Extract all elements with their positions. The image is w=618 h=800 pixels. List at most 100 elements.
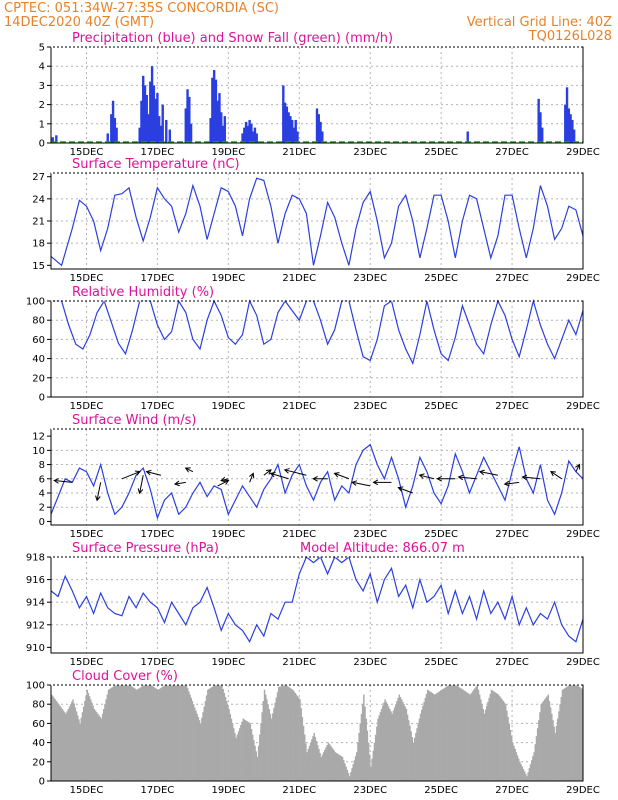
wind-x-tick-label: 21DEC [282, 529, 316, 540]
cloud-bar [399, 697, 402, 781]
cloud-bar [424, 697, 427, 781]
cloud-bar [103, 709, 105, 781]
cloud-bar [306, 752, 308, 781]
cloud-bar [410, 731, 412, 781]
precip-bar [564, 104, 567, 143]
cloud-bar [287, 686, 289, 781]
humidity-y-tick-label: 80 [32, 316, 45, 327]
precip-bar [157, 116, 161, 143]
cloud-bar [97, 713, 99, 781]
cloud-bar [387, 706, 390, 781]
cloud-bar [204, 701, 207, 781]
cloud-bar [540, 704, 542, 781]
cloud-bar [235, 737, 237, 781]
precip-bar [290, 119, 294, 143]
cloud-bar [87, 693, 90, 781]
cloud-bar [285, 685, 287, 781]
cloud-bar [233, 728, 235, 781]
cloud-bar [351, 768, 353, 781]
cloud-bar [548, 701, 551, 781]
cloud-bar [495, 693, 497, 781]
wind-arrow-head [173, 480, 180, 487]
cloud-bar [116, 685, 118, 781]
cloud-bar [487, 701, 489, 781]
cloud-bar [445, 686, 448, 781]
cloud-bar [429, 691, 431, 781]
precip-bar [106, 133, 109, 143]
cloud-bar [53, 697, 55, 781]
header-location: CPTEC: 051:34W-27:35S CONCORDIA (SC) [4, 1, 279, 16]
cloud-bar [144, 685, 146, 781]
cloud-bar [134, 689, 137, 781]
cloud-bar [551, 713, 553, 781]
pressure-x-tick-label: 17DEC [141, 657, 175, 668]
wind-arrow [458, 476, 477, 480]
cloud-bar [574, 685, 577, 781]
cloud-bar [413, 737, 416, 781]
precip-panel: 15DEC 17DEC 19DEC 21DEC 23DEC 25DEC 27DEC 29DEC… [39, 43, 600, 159]
wind-y-tick-label: 12 [32, 432, 45, 443]
cloud-bar [372, 750, 375, 781]
cloud-bar [309, 742, 312, 781]
precip-bar [571, 119, 574, 143]
precip-bar [142, 75, 145, 143]
cloud-bar [254, 745, 256, 781]
cloud-bar [347, 773, 350, 781]
cloud-bar [475, 686, 477, 781]
wind-arrow-head [351, 480, 358, 486]
cloud-bar [417, 723, 419, 781]
wind-arrow-head [134, 470, 141, 476]
wind-arrow-head [269, 471, 276, 478]
precip-y-tick-label: 3 [39, 81, 45, 92]
cloud-bar [408, 720, 410, 781]
cloud-bar [326, 745, 328, 781]
cloud-bar [173, 685, 176, 781]
cloud-bar [559, 704, 561, 781]
cloud-bar [438, 691, 441, 781]
wind-arrow [263, 469, 272, 476]
precip-bar [296, 131, 299, 143]
cloud-bar [327, 742, 330, 781]
cloud-y-tick-label: 0 [39, 777, 45, 788]
cloud-bar [147, 685, 150, 781]
cloud-bar [517, 758, 520, 781]
cloud-bar [436, 693, 438, 781]
precip-y-tick-label: 2 [39, 100, 45, 111]
wind-arrow-head [436, 475, 442, 482]
humidity-y-tick-label: 0 [39, 393, 45, 404]
cloud-bar [568, 685, 571, 781]
temperature-y-tick-label: 15 [32, 261, 45, 272]
cloud-bar [55, 701, 58, 781]
cloud-bar [444, 687, 447, 781]
cloud-bar [398, 694, 401, 781]
cloud-bar [313, 733, 315, 781]
header-date: 14DEC2020 40Z (GMT) [4, 15, 154, 30]
cloud-bar [418, 718, 421, 781]
precip-bar [246, 125, 250, 143]
wind-x-tick-label: 27DEC [495, 529, 529, 540]
cloud-bar [175, 685, 177, 781]
wind-arrow [419, 474, 435, 480]
cloud-bar [236, 734, 239, 781]
cloud-bar [229, 713, 231, 781]
cloud-bar [324, 749, 326, 781]
precip-bar [147, 114, 150, 143]
cloud-bar [545, 697, 547, 781]
pressure-y-tick-label: 914 [26, 598, 45, 609]
header-grid-line: Vertical Grid Line: 40Z [467, 15, 612, 30]
cloud-bar [422, 705, 424, 781]
precip-bar [255, 133, 258, 143]
precip-bar [161, 104, 164, 143]
cloud-bar [538, 720, 540, 781]
cloud-y-tick-label: 20 [32, 757, 45, 768]
cloud-bar [552, 720, 554, 781]
cloud-bar [391, 713, 393, 781]
humidity-x-tick-label: 17DEC [141, 401, 175, 412]
cloud-bar [430, 692, 432, 781]
wind-arrow [217, 480, 229, 487]
cloud-bar [571, 685, 573, 781]
wind-arrow-head [145, 469, 152, 476]
pressure-x-tick-label: 23DEC [353, 657, 387, 668]
temperature-y-tick-label: 18 [32, 239, 45, 250]
cloud-bar [572, 685, 574, 781]
